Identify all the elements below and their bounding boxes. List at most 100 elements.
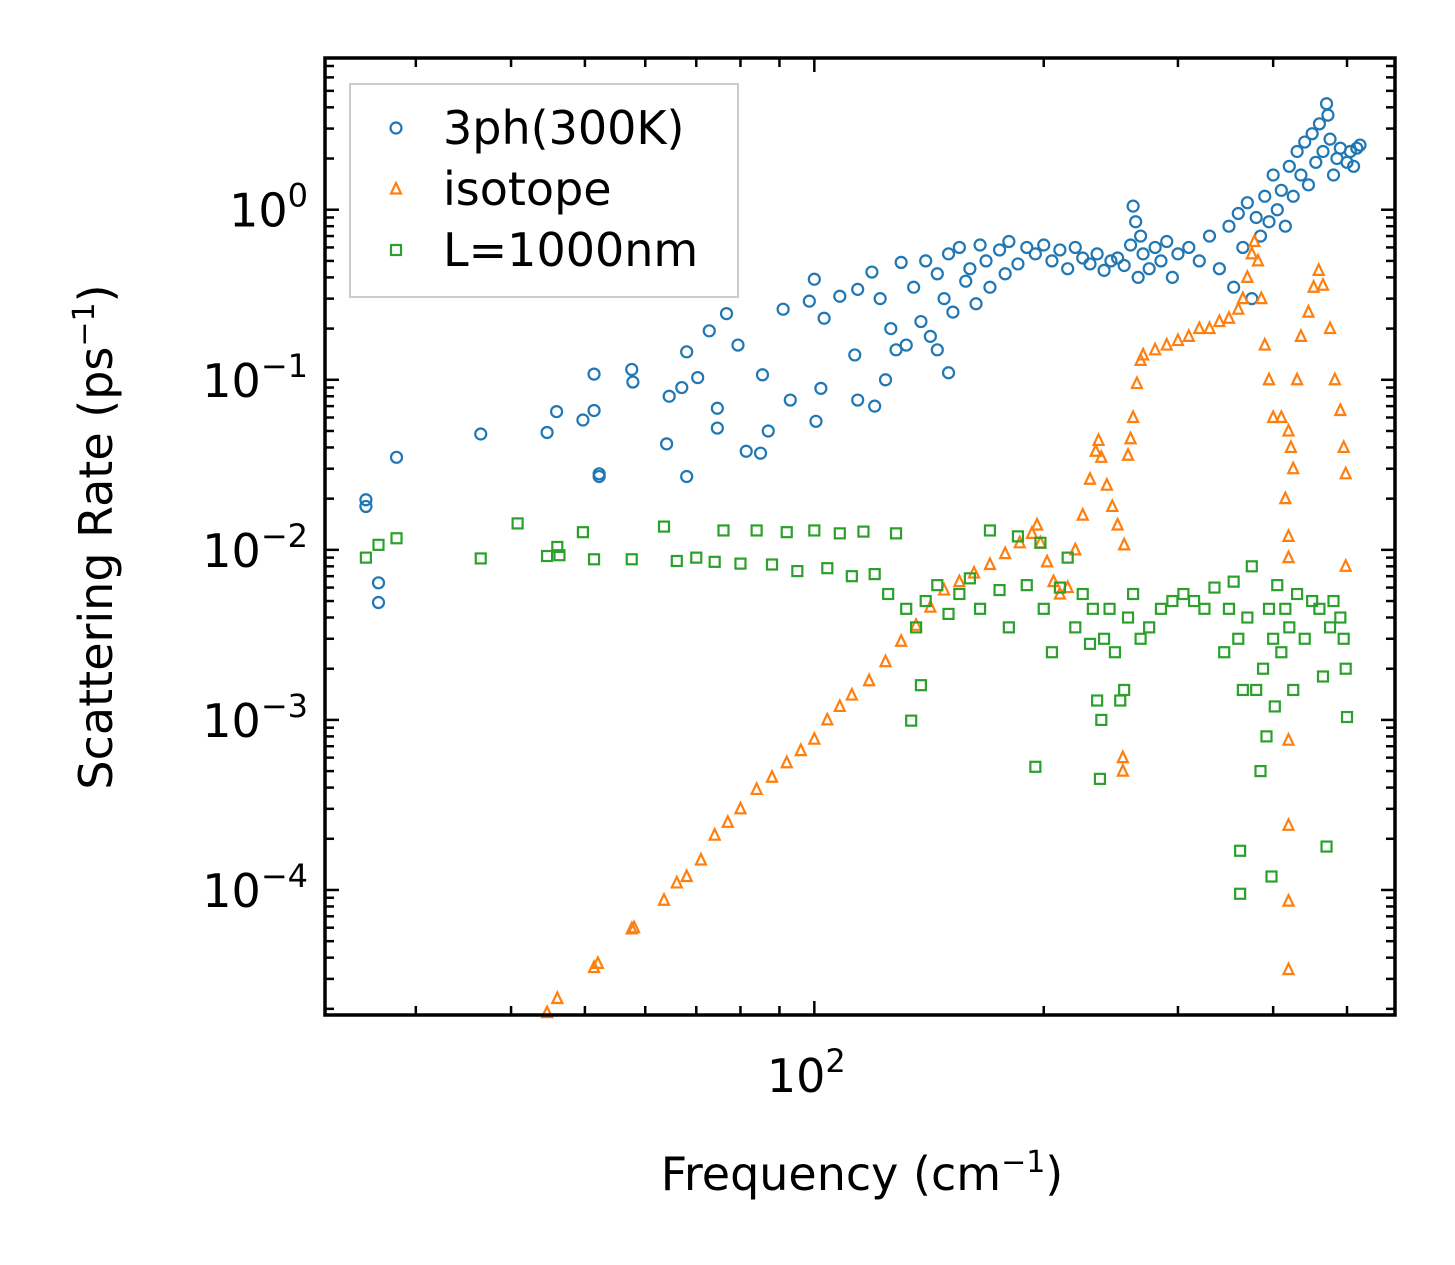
data-point <box>1108 646 1122 659</box>
data-point <box>1103 602 1116 615</box>
data-point <box>1187 594 1201 608</box>
data-point <box>1267 632 1280 645</box>
data-point <box>1311 261 1326 276</box>
data-point <box>1126 199 1140 213</box>
data-point <box>1218 646 1231 659</box>
data-point <box>1121 446 1135 461</box>
data-point <box>1251 252 1265 267</box>
data-point <box>1254 290 1269 305</box>
data-point <box>1222 219 1236 233</box>
data-point <box>540 549 554 563</box>
data-point <box>952 240 966 255</box>
data-point <box>1316 670 1330 683</box>
data-point <box>1116 762 1130 777</box>
data-point <box>540 1004 554 1019</box>
data-point <box>1265 870 1278 883</box>
data-point <box>809 414 823 428</box>
data-point <box>1306 594 1319 608</box>
data-point <box>1274 408 1289 424</box>
data-point <box>587 553 601 566</box>
data-point <box>979 254 993 268</box>
data-point <box>1241 611 1254 624</box>
data-point <box>941 247 956 261</box>
data-point <box>833 289 847 303</box>
data-point <box>1234 844 1247 857</box>
data-point <box>1266 168 1280 182</box>
data-point <box>739 444 753 458</box>
data-point <box>1281 527 1296 542</box>
data-point <box>1028 247 1042 261</box>
data-point <box>983 280 997 294</box>
data-point <box>627 919 641 934</box>
data-point <box>1192 320 1207 335</box>
data-point <box>372 538 385 551</box>
data-point <box>1249 210 1263 225</box>
data-point <box>1069 621 1082 634</box>
data-point <box>899 338 913 352</box>
data-point <box>1025 524 1039 539</box>
data-point <box>878 373 893 387</box>
data-point <box>1083 470 1097 485</box>
data-point <box>1126 408 1140 424</box>
data-point <box>845 686 859 701</box>
data-point <box>1339 662 1352 675</box>
data-point <box>390 532 403 545</box>
data-point <box>1271 579 1284 592</box>
data-point <box>765 768 779 783</box>
data-point <box>1287 683 1300 697</box>
series-triangle <box>540 232 1353 1019</box>
data-point <box>1083 637 1097 650</box>
data-point <box>1130 375 1144 390</box>
data-point <box>1123 238 1138 252</box>
data-point <box>551 540 564 554</box>
y-axis-label: Scattering Rate (ps−1) <box>67 284 123 789</box>
data-point <box>1301 303 1316 318</box>
data-point <box>1222 309 1236 324</box>
legend-marker-square <box>389 243 403 257</box>
data-point <box>983 555 997 571</box>
data-point <box>1247 232 1262 248</box>
data-point <box>1236 683 1249 697</box>
data-point <box>1202 320 1217 335</box>
data-point <box>1182 327 1196 342</box>
data-point <box>907 280 921 294</box>
data-point <box>691 370 705 385</box>
data-point <box>576 413 590 427</box>
data-point <box>868 399 882 413</box>
data-point <box>1110 516 1125 531</box>
data-point <box>1091 694 1104 707</box>
data-point <box>1294 168 1308 182</box>
data-point <box>1286 189 1300 203</box>
data-point <box>953 587 966 601</box>
data-point <box>1131 270 1145 284</box>
data-point <box>1294 327 1308 342</box>
data-point <box>993 583 1006 597</box>
data-point <box>733 800 748 815</box>
data-point <box>1083 257 1097 271</box>
data-point <box>914 679 928 692</box>
data-point <box>952 573 967 588</box>
data-point <box>1097 263 1111 277</box>
data-point <box>1281 892 1296 907</box>
data-point <box>1212 312 1227 328</box>
data-point <box>1284 438 1298 454</box>
data-point <box>694 851 708 866</box>
data-point <box>1002 621 1015 634</box>
data-point <box>1333 401 1348 417</box>
tick-labels: 102 100 10−1 10−2 10−3 10−4 <box>202 177 845 1103</box>
data-point <box>1166 594 1179 608</box>
data-point <box>1338 557 1353 572</box>
data-point <box>1002 234 1016 249</box>
data-point <box>359 493 373 507</box>
data-point <box>474 427 488 441</box>
data-point <box>1290 144 1304 159</box>
data-point <box>680 469 694 484</box>
data-point <box>1346 159 1361 173</box>
data-point <box>802 294 816 308</box>
legend-label: isotope <box>443 162 612 216</box>
data-point <box>1076 587 1089 601</box>
data-point <box>1034 536 1047 549</box>
data-point <box>1129 215 1143 229</box>
data-point <box>721 813 735 828</box>
data-point <box>1306 278 1321 293</box>
